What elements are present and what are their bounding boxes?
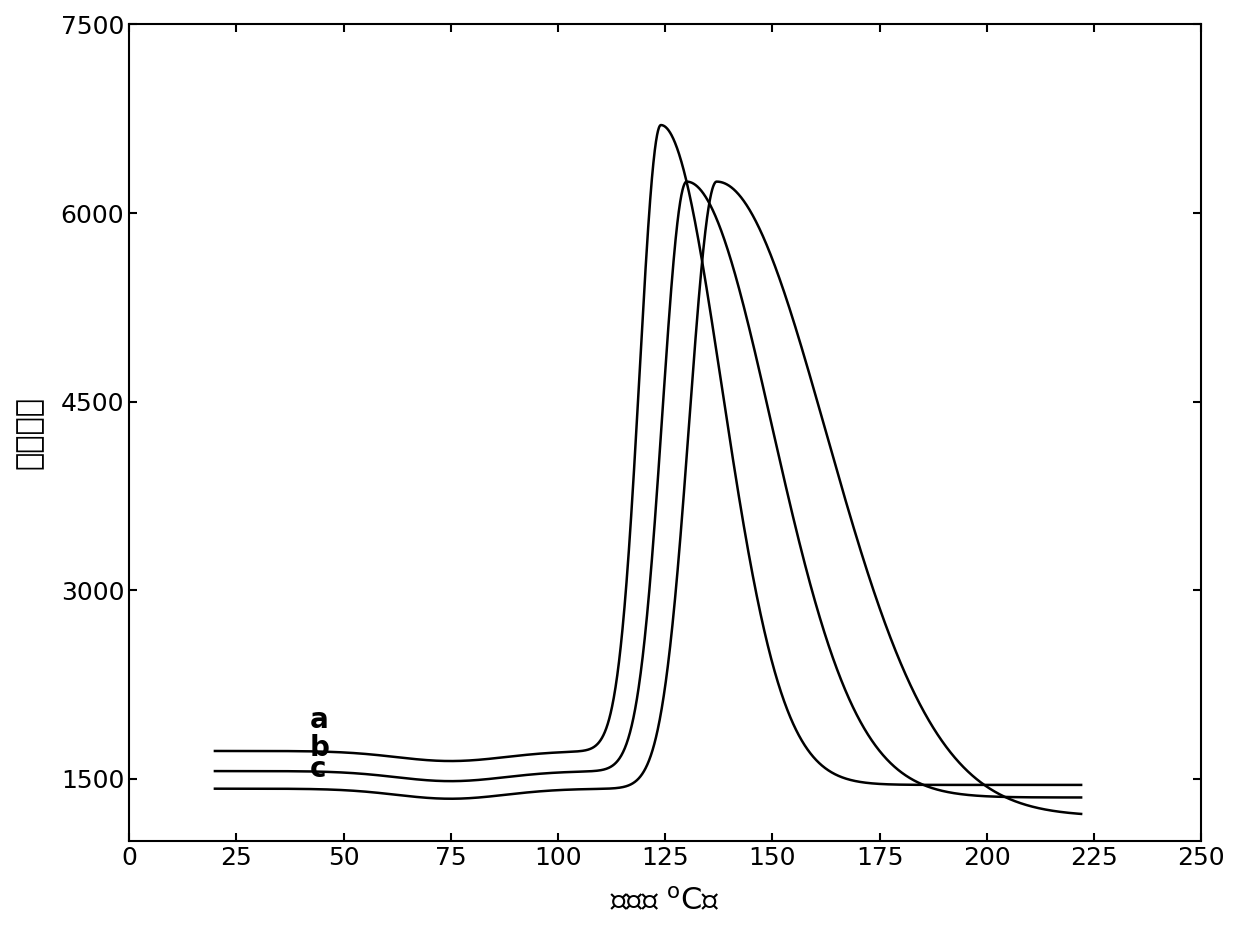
Y-axis label: 介电常数: 介电常数 <box>15 397 43 469</box>
Text: a: a <box>309 707 329 735</box>
Text: b: b <box>309 734 329 762</box>
X-axis label: 温度（ $\mathregular{^o}$C）: 温度（ $\mathregular{^o}$C） <box>610 887 720 916</box>
Text: c: c <box>309 755 326 783</box>
